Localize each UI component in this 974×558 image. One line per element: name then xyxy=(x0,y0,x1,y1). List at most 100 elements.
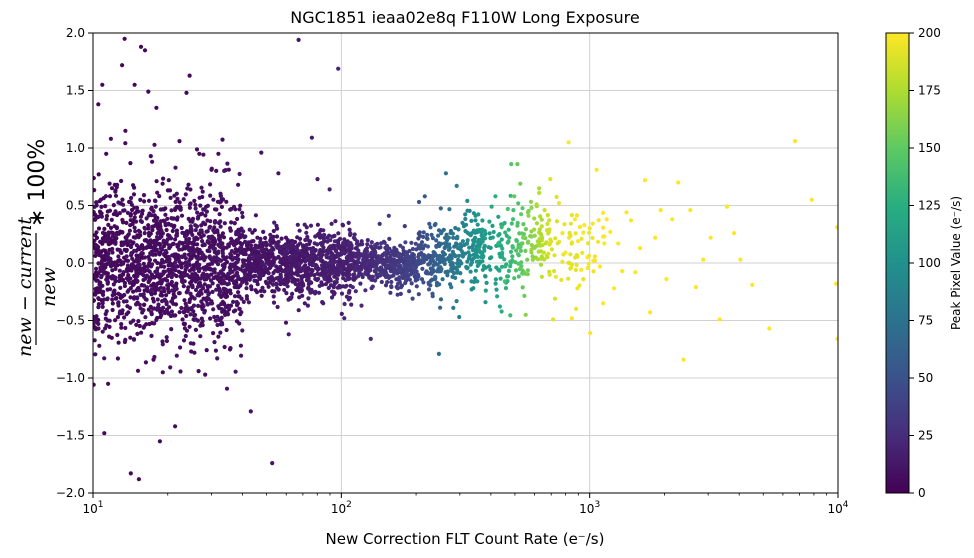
data-point xyxy=(203,222,208,227)
data-point xyxy=(253,268,258,274)
data-point xyxy=(96,172,101,177)
data-point xyxy=(169,236,174,241)
data-point xyxy=(487,231,492,236)
data-point xyxy=(354,241,359,246)
data-point xyxy=(98,265,103,270)
data-point xyxy=(152,213,157,218)
data-point xyxy=(218,245,223,250)
data-point xyxy=(457,314,462,320)
data-point xyxy=(479,233,484,238)
data-point xyxy=(327,187,332,192)
data-point xyxy=(352,277,357,282)
data-point xyxy=(197,247,202,253)
data-point xyxy=(506,268,511,273)
data-point xyxy=(342,316,347,321)
data-point xyxy=(113,241,118,246)
data-point xyxy=(499,309,504,314)
data-point xyxy=(547,242,552,247)
data-point xyxy=(383,283,389,288)
data-point xyxy=(192,198,197,203)
data-point xyxy=(391,261,396,266)
data-point xyxy=(160,342,165,347)
data-point xyxy=(183,306,188,311)
data-point xyxy=(147,269,152,274)
data-point xyxy=(110,297,115,302)
data-point xyxy=(143,297,148,302)
data-point xyxy=(569,241,574,246)
data-point xyxy=(476,248,481,253)
data-point xyxy=(118,250,123,255)
data-point xyxy=(241,229,246,234)
data-point xyxy=(228,346,233,351)
data-point xyxy=(475,279,480,284)
data-point xyxy=(100,241,105,246)
data-point xyxy=(579,267,584,272)
data-point xyxy=(240,251,245,256)
data-point xyxy=(547,227,552,232)
data-point xyxy=(212,267,217,272)
data-point xyxy=(128,161,133,166)
data-point xyxy=(133,229,138,234)
data-point xyxy=(110,246,115,252)
data-point xyxy=(199,185,204,190)
data-point xyxy=(132,215,137,220)
data-point xyxy=(240,214,245,219)
data-point xyxy=(591,258,596,263)
data-point xyxy=(148,154,153,159)
data-point xyxy=(117,268,122,273)
data-point xyxy=(421,234,426,239)
data-point xyxy=(335,285,340,290)
data-point xyxy=(276,171,281,176)
data-point xyxy=(429,232,434,237)
data-point xyxy=(176,269,181,274)
data-point xyxy=(312,291,318,296)
data-point xyxy=(239,353,244,358)
data-point xyxy=(106,381,111,386)
data-point xyxy=(149,287,154,292)
data-point xyxy=(261,247,266,252)
data-point xyxy=(209,166,214,171)
data-point xyxy=(399,254,404,260)
data-point xyxy=(136,257,141,262)
data-point xyxy=(183,256,188,261)
data-point xyxy=(183,246,188,251)
data-point xyxy=(165,188,170,193)
data-point xyxy=(304,278,310,283)
data-point xyxy=(363,288,368,293)
data-point xyxy=(182,298,187,303)
data-point xyxy=(289,269,294,274)
data-point xyxy=(604,217,609,222)
data-point xyxy=(237,171,242,177)
data-point xyxy=(123,128,128,133)
data-point xyxy=(139,283,144,288)
data-point xyxy=(638,246,643,251)
data-point xyxy=(224,386,230,391)
data-point xyxy=(200,243,205,248)
data-point xyxy=(519,212,524,217)
data-point xyxy=(104,213,110,219)
data-point xyxy=(428,225,433,230)
data-point xyxy=(272,220,277,225)
data-point xyxy=(242,235,247,240)
data-point xyxy=(306,273,312,278)
data-point xyxy=(223,287,228,292)
data-point xyxy=(422,194,427,199)
data-point xyxy=(402,224,407,229)
data-point xyxy=(302,301,307,306)
data-point xyxy=(285,262,290,267)
data-point xyxy=(426,271,431,276)
data-point xyxy=(354,245,359,251)
data-point xyxy=(582,223,587,228)
data-point xyxy=(172,264,177,269)
data-point xyxy=(132,273,137,279)
data-point xyxy=(321,301,326,306)
data-point xyxy=(380,253,385,258)
data-point xyxy=(648,310,653,315)
data-point xyxy=(484,280,489,285)
data-point xyxy=(421,280,426,285)
data-point xyxy=(454,183,459,188)
data-point xyxy=(142,231,147,236)
data-point xyxy=(454,241,459,246)
data-point xyxy=(183,233,188,239)
data-point xyxy=(202,275,207,280)
